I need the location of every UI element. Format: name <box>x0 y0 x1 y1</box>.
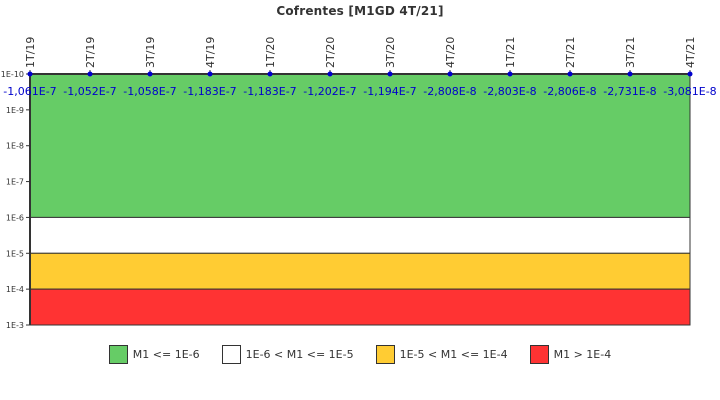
x-tick-label: 3T/19 <box>144 37 157 68</box>
legend-label: 1E-5 < M1 <= 1E-4 <box>399 348 508 361</box>
band-0 <box>29 73 691 218</box>
data-point <box>327 71 333 77</box>
data-label: -1,202E-7 <box>303 85 356 98</box>
data-label: -2,803E-8 <box>483 85 536 98</box>
y-tick-label: 1E-10 <box>1 70 24 79</box>
data-label: -1,194E-7 <box>363 85 416 98</box>
y-tick-label: 1E-6 <box>6 213 24 222</box>
y-tick-label: 1E-9 <box>6 106 24 115</box>
data-point <box>147 71 153 77</box>
legend-label: M1 > 1E-4 <box>553 348 612 361</box>
data-point <box>27 71 33 77</box>
data-label: -2,808E-8 <box>423 85 476 98</box>
data-point <box>627 71 633 77</box>
data-label: -1,058E-7 <box>123 85 176 98</box>
data-point <box>87 71 93 77</box>
data-point <box>507 71 513 77</box>
legend-item-green: M1 <= 1E-6 <box>108 345 200 364</box>
data-point <box>387 71 393 77</box>
y-tick-label: 1E-7 <box>6 178 24 187</box>
data-label: -1,052E-7 <box>63 85 116 98</box>
data-point <box>567 71 573 77</box>
chart-legend: M1 <= 1E-6 1E-6 < M1 <= 1E-5 1E-5 < M1 <… <box>0 345 720 364</box>
x-tick-label: 2T/20 <box>324 37 337 68</box>
data-point <box>687 71 693 77</box>
legend-swatch-green <box>108 345 128 364</box>
legend-label: M1 <= 1E-6 <box>132 348 200 361</box>
x-tick-label: 4T/19 <box>204 37 217 68</box>
legend-label: 1E-6 < M1 <= 1E-5 <box>245 348 354 361</box>
band-2 <box>29 252 691 290</box>
x-tick-label: 1T/20 <box>264 37 277 68</box>
x-tick-label: 2T/19 <box>84 37 97 68</box>
band-1 <box>29 216 691 254</box>
legend-item-white: 1E-6 < M1 <= 1E-5 <box>221 345 354 364</box>
data-label: -1,061E-7 <box>3 85 56 98</box>
data-label: -1,183E-7 <box>243 85 296 98</box>
data-label: -1,183E-7 <box>183 85 236 98</box>
x-tick-label: 4T/21 <box>684 37 697 68</box>
data-label: -2,806E-8 <box>543 85 596 98</box>
data-label: -2,731E-8 <box>603 85 656 98</box>
data-point <box>207 71 213 77</box>
legend-swatch-white <box>221 345 241 364</box>
legend-swatch-yellow <box>375 345 395 364</box>
x-tick-label: 1T/19 <box>24 37 37 68</box>
legend-item-yellow: 1E-5 < M1 <= 1E-4 <box>375 345 508 364</box>
legend-swatch-red <box>529 345 549 364</box>
y-tick-label: 1E-5 <box>6 249 24 258</box>
y-tick-label: 1E-8 <box>6 142 24 151</box>
y-tick-label: 1E-4 <box>6 285 24 294</box>
legend-item-red: M1 > 1E-4 <box>529 345 612 364</box>
x-tick-label: 3T/20 <box>384 37 397 68</box>
band-3 <box>29 288 691 326</box>
x-tick-label: 2T/21 <box>564 37 577 68</box>
y-tick-label: 1E-3 <box>6 321 24 330</box>
x-tick-label: 3T/21 <box>624 37 637 68</box>
x-tick-label: 1T/21 <box>504 37 517 68</box>
data-label: -3,081E-8 <box>663 85 716 98</box>
chart-title: Cofrentes [M1GD 4T/21] <box>276 4 444 18</box>
data-point <box>447 71 453 77</box>
data-point <box>267 71 273 77</box>
x-tick-label: 4T/20 <box>444 37 457 68</box>
